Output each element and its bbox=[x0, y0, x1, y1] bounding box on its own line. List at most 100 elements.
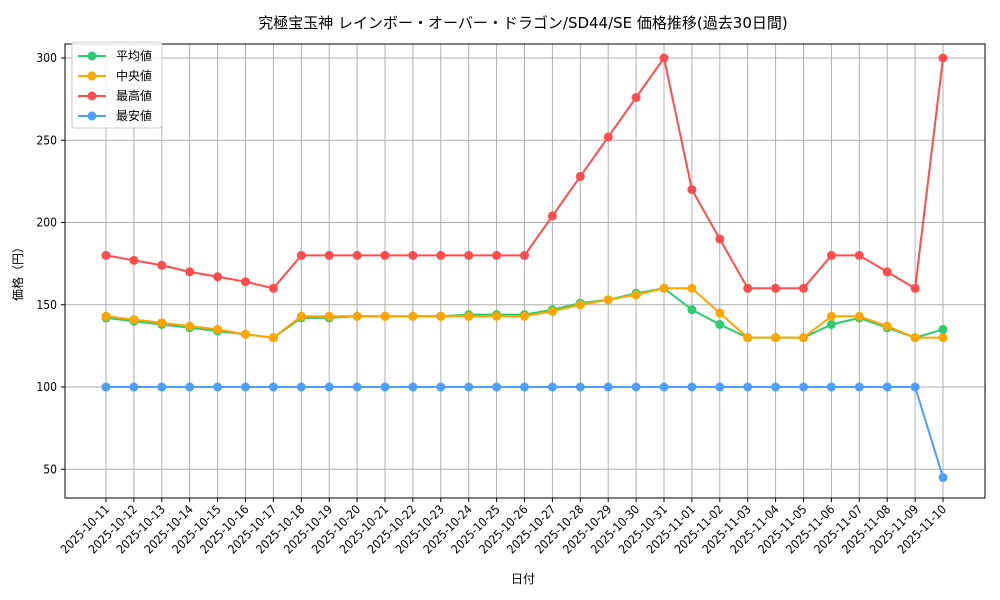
legend-label: 最高値 bbox=[116, 88, 152, 103]
data-point bbox=[631, 92, 641, 102]
legend-marker bbox=[87, 71, 97, 81]
y-tick-label: 200 bbox=[36, 216, 57, 230]
data-point bbox=[185, 267, 195, 277]
legend-label: 中央値 bbox=[116, 68, 152, 83]
data-point bbox=[213, 272, 223, 282]
data-point bbox=[603, 382, 613, 392]
data-point bbox=[352, 382, 362, 392]
data-point bbox=[296, 311, 306, 321]
data-point bbox=[910, 382, 920, 392]
data-point bbox=[352, 311, 362, 321]
data-point bbox=[575, 300, 585, 310]
data-point bbox=[380, 311, 390, 321]
data-point bbox=[520, 311, 529, 321]
legend-marker bbox=[87, 111, 97, 121]
data-point bbox=[687, 283, 697, 293]
data-point bbox=[185, 321, 195, 331]
data-point bbox=[408, 382, 418, 392]
data-point bbox=[631, 382, 641, 392]
data-point bbox=[603, 132, 613, 142]
data-point bbox=[910, 333, 920, 343]
data-point bbox=[352, 250, 362, 260]
data-point bbox=[324, 311, 334, 321]
data-point bbox=[408, 250, 418, 260]
y-tick-label: 150 bbox=[36, 298, 57, 312]
data-point bbox=[687, 382, 697, 392]
y-tick-label: 50 bbox=[43, 462, 57, 476]
y-tick-label: 250 bbox=[36, 133, 57, 147]
data-point bbox=[324, 250, 334, 260]
legend-marker bbox=[87, 51, 97, 61]
data-point bbox=[882, 321, 892, 331]
data-point bbox=[436, 382, 446, 392]
data-point bbox=[436, 250, 446, 260]
data-point bbox=[157, 260, 167, 270]
data-point bbox=[659, 53, 669, 63]
data-point bbox=[799, 333, 808, 343]
data-point bbox=[380, 250, 390, 260]
data-point bbox=[826, 250, 836, 260]
data-point bbox=[129, 315, 139, 325]
data-point bbox=[743, 283, 753, 293]
series-1 bbox=[101, 283, 948, 343]
data-point bbox=[743, 333, 753, 343]
data-point bbox=[938, 333, 948, 343]
data-point bbox=[520, 250, 529, 260]
data-point bbox=[687, 305, 697, 315]
data-point bbox=[826, 382, 836, 392]
data-point bbox=[854, 250, 864, 260]
data-point bbox=[101, 250, 111, 260]
data-point bbox=[854, 311, 864, 321]
y-axis-label: 価格（円） bbox=[10, 241, 25, 301]
data-point bbox=[826, 319, 836, 329]
data-point bbox=[631, 290, 641, 300]
data-point bbox=[241, 329, 250, 339]
data-point bbox=[464, 382, 474, 392]
x-axis-label: 日付 bbox=[511, 572, 535, 586]
data-point bbox=[129, 255, 139, 265]
data-point bbox=[464, 311, 474, 321]
data-point bbox=[715, 308, 725, 318]
x-axis: 2025-10-112025-10-122025-10-132025-10-14… bbox=[58, 498, 949, 556]
data-point bbox=[268, 333, 278, 343]
data-point bbox=[575, 171, 585, 181]
data-point bbox=[296, 250, 306, 260]
data-point bbox=[520, 382, 529, 392]
y-tick-label: 100 bbox=[36, 380, 57, 394]
data-point bbox=[771, 333, 781, 343]
legend-label: 平均値 bbox=[116, 48, 152, 63]
data-point bbox=[799, 283, 808, 293]
data-point bbox=[492, 382, 502, 392]
data-point bbox=[854, 382, 864, 392]
data-point bbox=[157, 382, 167, 392]
grid bbox=[65, 44, 985, 498]
data-point bbox=[687, 185, 697, 195]
data-point bbox=[436, 311, 446, 321]
data-point bbox=[715, 234, 725, 244]
data-point bbox=[268, 382, 278, 392]
y-tick-label: 300 bbox=[36, 51, 57, 65]
data-point bbox=[241, 277, 250, 287]
data-point bbox=[101, 311, 111, 321]
data-point bbox=[157, 318, 167, 328]
data-point bbox=[408, 311, 418, 321]
data-point bbox=[715, 382, 725, 392]
data-point bbox=[547, 382, 557, 392]
data-point bbox=[241, 382, 250, 392]
data-point bbox=[882, 267, 892, 277]
data-point bbox=[129, 382, 139, 392]
data-point bbox=[547, 306, 557, 316]
data-point bbox=[213, 382, 223, 392]
data-point bbox=[380, 382, 390, 392]
data-point bbox=[910, 283, 920, 293]
data-point bbox=[101, 382, 111, 392]
data-point bbox=[659, 382, 669, 392]
data-point bbox=[771, 382, 781, 392]
data-point bbox=[799, 382, 808, 392]
data-point bbox=[743, 382, 753, 392]
data-point bbox=[324, 382, 334, 392]
series-2 bbox=[101, 53, 948, 293]
data-point bbox=[464, 250, 474, 260]
